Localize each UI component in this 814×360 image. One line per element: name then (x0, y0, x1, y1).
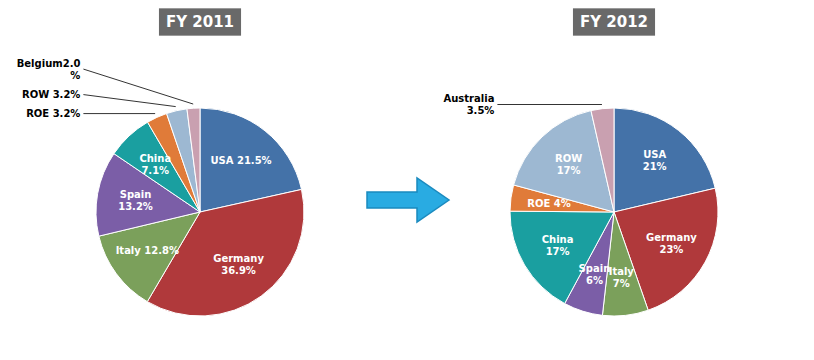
transition-arrow (367, 178, 449, 222)
wedge (187, 108, 200, 212)
leader-line (83, 113, 155, 114)
data-label: Italy7% (609, 266, 635, 289)
wedges (510, 108, 718, 316)
data-label: Australia3.5% (444, 93, 495, 116)
title-box (159, 8, 241, 35)
data-label: ROW17% (555, 153, 582, 176)
title: FY 2011 (166, 13, 234, 31)
data-label: Spain13.2% (118, 189, 153, 212)
data-label: Spain6% (579, 263, 611, 286)
data-label: ROE 4% (527, 198, 571, 209)
title-group: FY 2012 (573, 8, 655, 35)
data-label: Italy 12.8% (116, 245, 179, 256)
data-label: Belgium2.0% (17, 58, 81, 81)
wedges (96, 108, 304, 316)
data-labels: USA21% Germany23% Italy7%Spain6%China17% RO… (444, 93, 698, 289)
wedge (591, 108, 614, 212)
wedge (510, 211, 614, 303)
wedge (167, 109, 200, 212)
title-box (573, 8, 655, 35)
title: FY 2012 (580, 13, 648, 31)
data-label: USA 21.5% (210, 155, 271, 166)
data-labels: USA 21.5% Germany36.9% Italy 12.8% Spain13.… (17, 58, 272, 277)
leader-line (497, 104, 602, 105)
pie-chart: FY 2012 USA21% Germany23% Italy7%Spain6%Chi… (444, 8, 718, 316)
data-label: USA21% (643, 149, 667, 172)
data-label: ROW 3.2% (22, 89, 80, 100)
data-label: ROE 3.2% (26, 108, 80, 119)
chart-canvas: FY 2011 USA 21.5% Germany36.9% Italy 12.8% S… (0, 0, 814, 360)
data-label: China17% (542, 234, 574, 257)
leader-line (83, 95, 175, 107)
pie-chart: FY 2011 USA 21.5% Germany36.9% Italy 12.8% S… (17, 8, 304, 316)
title-group: FY 2011 (159, 8, 241, 35)
data-label: Germany36.9% (213, 253, 264, 276)
data-label: Germany23% (646, 232, 697, 255)
data-label: China7.1% (139, 153, 171, 176)
leader-line (83, 69, 193, 104)
